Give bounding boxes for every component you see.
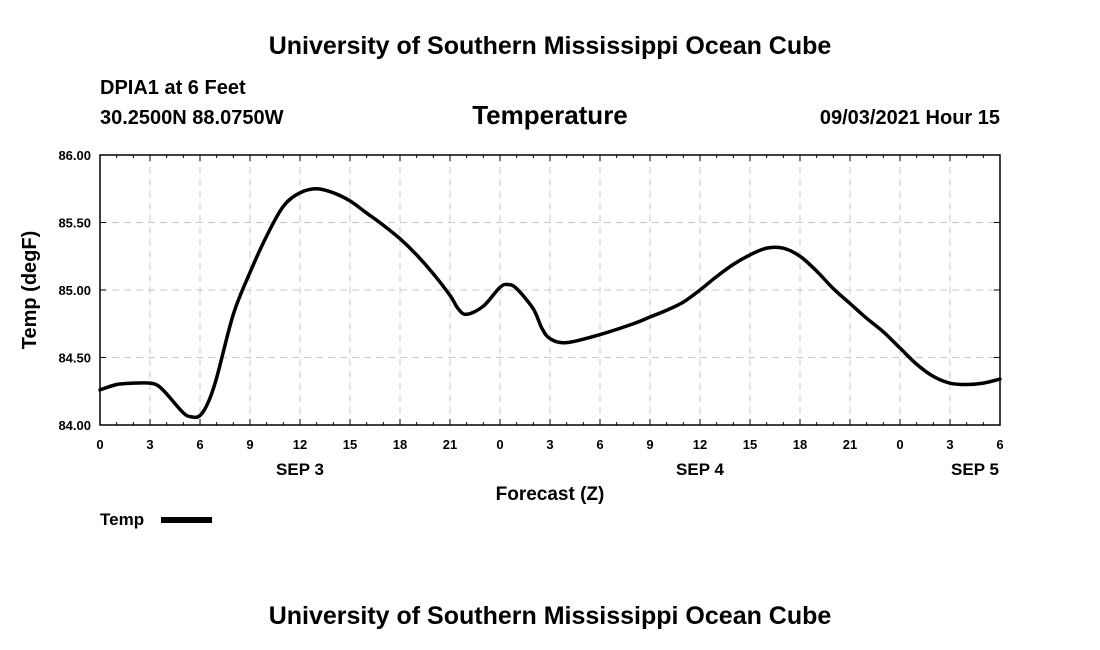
- x-tick-label: 9: [646, 437, 653, 452]
- x-tick-label: 3: [546, 437, 553, 452]
- y-tick-label: 85.00: [58, 283, 91, 298]
- x-tick-label: 18: [393, 437, 407, 452]
- x-tick-label: 3: [946, 437, 953, 452]
- chart-header-top: University of Southern Mississippi Ocean…: [269, 32, 832, 60]
- y-ticks: 84.00 84.50 85.00 85.50 86.00: [58, 148, 1000, 433]
- y-tick-label: 85.50: [58, 216, 91, 231]
- date-label: SEP 4: [676, 460, 724, 479]
- temp-series-line: [98, 187, 1002, 420]
- y-tick-label: 84.00: [58, 418, 91, 433]
- x-tick-label: 21: [843, 437, 857, 452]
- x-tick-label: 12: [693, 437, 707, 452]
- plot-area: 84.00 84.50 85.00 85.50 86.00 0 3 6 9 12 15 18 21 0 3…: [58, 148, 1003, 479]
- x-tick-label: 15: [743, 437, 757, 452]
- x-tick-label: 12: [293, 437, 307, 452]
- x-tick-label: 0: [496, 437, 503, 452]
- chart-title: Temperature: [472, 100, 628, 130]
- x-ticks: 0 3 6 9 12 15 18 21 0 3 6 9 12 15 18 21 0 3 6: [96, 155, 1004, 452]
- legend-label: Temp: [100, 510, 144, 529]
- x-tick-label: 6: [996, 437, 1003, 452]
- x-axis-label: Forecast (Z): [496, 484, 605, 505]
- date-label: SEP 5: [951, 460, 999, 479]
- y-axis-label: Temp (degF): [19, 231, 41, 350]
- station-label: DPIA1 at 6 Feet: [100, 77, 246, 99]
- x-tick-label: 0: [96, 437, 103, 452]
- x-tick-label: 9: [246, 437, 253, 452]
- x-tick-label: 0: [896, 437, 903, 452]
- x-tick-label: 3: [146, 437, 153, 452]
- date-labels: SEP 3 SEP 4 SEP 5: [276, 460, 999, 479]
- x-tick-label: 6: [196, 437, 203, 452]
- y-tick-label: 86.00: [58, 148, 91, 163]
- y-tick-label: 84.50: [58, 351, 91, 366]
- x-tick-label: 15: [343, 437, 357, 452]
- x-tick-label: 21: [443, 437, 457, 452]
- date-label: SEP 3: [276, 460, 324, 479]
- legend: Temp: [100, 510, 212, 529]
- chart-footer: University of Southern Mississippi Ocean…: [269, 602, 832, 630]
- coordinates-label: 30.2500N 88.0750W: [100, 107, 284, 129]
- grid-lines: [100, 155, 1000, 425]
- x-tick-label: 6: [596, 437, 603, 452]
- datetime-label: 09/03/2021 Hour 15: [820, 107, 1000, 129]
- x-tick-label: 18: [793, 437, 807, 452]
